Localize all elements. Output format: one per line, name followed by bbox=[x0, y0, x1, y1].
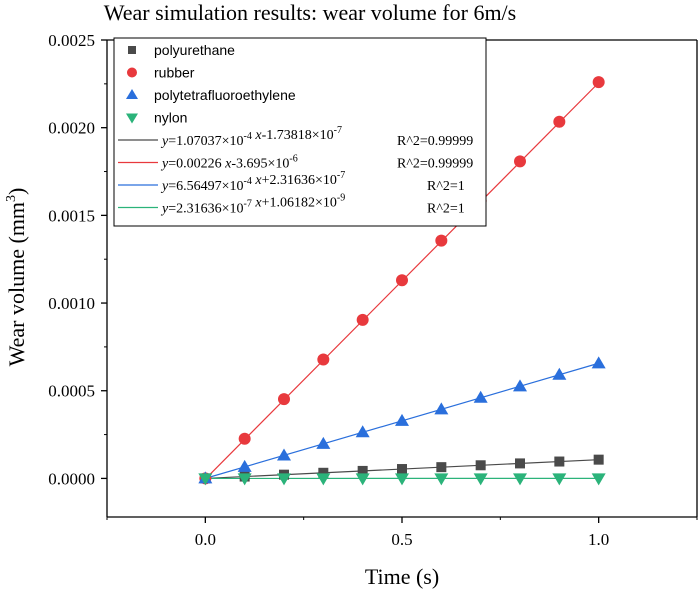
legend-fit-equation-polytetrafluoroethylene: y=6.56497×10-4 x+2.31636×10-7 bbox=[160, 170, 345, 194]
y-axis-ticks: 0.0000 0.0005 0.0010 0.0015 0.0020 0.0025 bbox=[48, 31, 107, 488]
marker-polytetrafluoroethylene bbox=[237, 459, 252, 472]
equation-part: -7 bbox=[244, 199, 252, 210]
legend-fit-equation-nylon: y=2.31636×10-7 x+1.06182×10-9 bbox=[160, 193, 345, 217]
marker-nylon bbox=[473, 473, 488, 486]
equation-part: =2.31636×10 bbox=[168, 202, 243, 217]
marker-polytetrafluoroethylene bbox=[513, 379, 527, 392]
equation-part: =6.56497×10 bbox=[168, 179, 243, 194]
y-axis-label-main: Wear volume (mm bbox=[4, 202, 29, 366]
y-tick-label: 0.0010 bbox=[48, 294, 95, 313]
y-tick-label: 0.0015 bbox=[48, 206, 95, 225]
y-tick-label: 0.0005 bbox=[48, 382, 95, 401]
marker-polyurethane bbox=[554, 456, 565, 467]
marker-rubber bbox=[356, 313, 369, 326]
legend: polyurethane rubber polytetrafluoroethylen… bbox=[113, 37, 487, 227]
marker-polytetrafluoroethylene bbox=[277, 448, 291, 461]
marker-polytetrafluoroethylene bbox=[316, 436, 331, 449]
equation-part: =1.07037×10 bbox=[168, 134, 243, 149]
legend-marker-rubber bbox=[127, 67, 137, 78]
y-axis-label: Wear volume (mm3) bbox=[4, 188, 29, 367]
marker-nylon bbox=[355, 473, 370, 486]
equation-part: -4 bbox=[244, 176, 252, 187]
equation-part: -6 bbox=[289, 154, 297, 165]
data-markers bbox=[198, 76, 606, 486]
equation-part: x bbox=[254, 128, 262, 143]
marker-nylon bbox=[434, 473, 449, 486]
y-tick-label: 0.0025 bbox=[48, 31, 95, 50]
marker-nylon bbox=[198, 473, 213, 486]
marker-polytetrafluoroethylene bbox=[395, 413, 409, 426]
equation-part: y bbox=[160, 134, 169, 149]
legend-label-polyurethane: polyurethane bbox=[154, 42, 235, 58]
x-tick-label: 0.5 bbox=[391, 530, 412, 549]
equation-part: +1.06182×10 bbox=[262, 196, 337, 211]
marker-nylon bbox=[316, 473, 331, 486]
legend-marker-polytetrafluoroethylene bbox=[126, 89, 138, 99]
marker-polytetrafluoroethylene bbox=[473, 390, 488, 403]
equation-part: =0.00226 bbox=[168, 157, 225, 172]
equation-part: -4 bbox=[244, 131, 252, 142]
legend-label-nylon: nylon bbox=[154, 110, 187, 126]
equation-part: y bbox=[160, 157, 169, 172]
marker-nylon bbox=[395, 473, 409, 486]
marker-rubber bbox=[553, 115, 566, 128]
marker-rubber bbox=[278, 393, 290, 406]
x-tick-label: 0.0 bbox=[195, 530, 216, 549]
marker-polyurethane bbox=[436, 462, 447, 473]
y-tick-label: 0.0000 bbox=[48, 469, 95, 488]
x-axis-ticks: 0.0 0.5 1.0 bbox=[106, 517, 698, 549]
marker-polyurethane bbox=[593, 454, 604, 465]
legend-r2-polytetrafluoroethylene: R^2=1 bbox=[427, 179, 465, 194]
legend-box bbox=[113, 37, 487, 227]
marker-rubber bbox=[396, 274, 408, 287]
marker-nylon bbox=[277, 473, 291, 486]
x-axis-label: Time (s) bbox=[365, 564, 439, 589]
equation-part: x bbox=[254, 196, 262, 211]
legend-marker-nylon bbox=[126, 113, 138, 124]
marker-nylon bbox=[552, 473, 567, 486]
y-axis-label-close: ) bbox=[4, 188, 29, 195]
equation-part: -7 bbox=[334, 125, 342, 136]
legend-r2-nylon: R^2=1 bbox=[427, 202, 465, 217]
marker-rubber bbox=[238, 432, 251, 445]
marker-polytetrafluoroethylene bbox=[591, 356, 606, 369]
marker-polytetrafluoroethylene bbox=[355, 425, 370, 438]
marker-polyurethane bbox=[475, 460, 486, 471]
legend-label-rubber: rubber bbox=[154, 65, 195, 81]
marker-polyurethane bbox=[397, 464, 407, 475]
equation-part: x bbox=[254, 173, 262, 188]
legend-fit-equation-polyurethane: y=1.07037×10-4 x-1.73818×10-7 bbox=[160, 125, 342, 149]
equation-part: -1.73818×10 bbox=[262, 128, 334, 143]
marker-nylon bbox=[513, 473, 527, 486]
equation-part: +2.31636×10 bbox=[262, 173, 337, 188]
legend-r2-rubber: R^2=0.99999 bbox=[397, 157, 473, 172]
equation-part: -7 bbox=[337, 170, 345, 181]
legend-r2-polyurethane: R^2=0.99999 bbox=[397, 134, 473, 149]
equation-part: y bbox=[160, 202, 169, 217]
equation-part: x bbox=[224, 157, 232, 172]
equation-part: y bbox=[160, 179, 169, 194]
marker-polyurethane bbox=[515, 458, 525, 469]
marker-polyurethane bbox=[318, 467, 329, 478]
marker-polyurethane bbox=[357, 465, 368, 476]
marker-rubber bbox=[592, 76, 605, 89]
marker-polytetrafluoroethylene bbox=[434, 402, 449, 415]
legend-label-polytetrafluoroethylene: polytetrafluoroethylene bbox=[154, 87, 296, 103]
marker-rubber bbox=[317, 353, 330, 366]
marker-rubber bbox=[435, 234, 448, 247]
marker-nylon bbox=[237, 473, 252, 486]
equation-part: -9 bbox=[337, 193, 345, 204]
marker-polytetrafluoroethylene bbox=[552, 367, 567, 380]
marker-rubber bbox=[514, 155, 526, 168]
y-tick-label: 0.0020 bbox=[48, 119, 95, 138]
chart-title: Wear simulation results: wear volume for… bbox=[104, 0, 516, 25]
equation-part: -3.695×10 bbox=[231, 157, 289, 172]
x-tick-label: 1.0 bbox=[588, 530, 609, 549]
legend-marker-polyurethane bbox=[128, 46, 136, 54]
marker-nylon bbox=[591, 473, 606, 486]
legend-fit-equation-rubber: y=0.00226 x-3.695×10-6 bbox=[160, 154, 298, 172]
y-axis-label-superscript: 3 bbox=[4, 195, 19, 202]
